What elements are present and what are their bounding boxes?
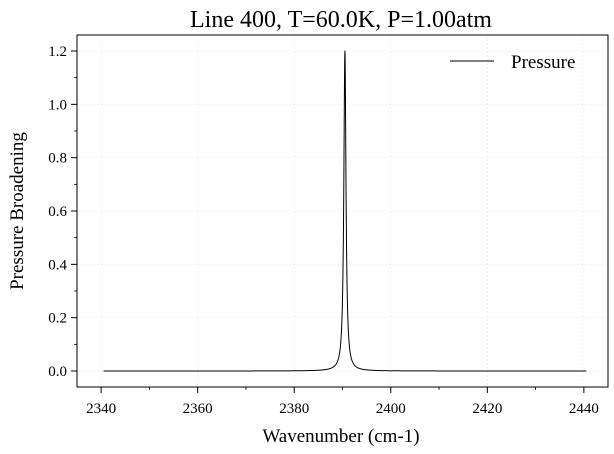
x-axis: 2340 2360 2380 2400 2420 2440 [86,387,599,417]
y-tick-label: 0.4 [48,257,67,273]
y-tick-label: 1.0 [48,97,67,113]
x-tick-label: 2400 [376,401,406,417]
x-tick-label: 2440 [569,401,599,417]
y-axis-label: Pressure Broadening [7,132,28,290]
x-tick-label: 2340 [86,401,116,417]
y-tick-label: 0.0 [48,364,67,380]
plot-area [103,50,587,372]
chart-title: Line 400, T=60.0K, P=1.00atm [190,7,492,33]
legend: Pressure [450,52,575,73]
grid [77,35,608,387]
x-tick-label: 2380 [279,401,309,417]
y-tick-label: 0.2 [48,311,67,327]
y-tick-label: 0.6 [48,204,67,220]
x-tick-label: 2420 [472,401,502,417]
legend-label-pressure: Pressure [511,52,575,73]
series-line-pressure [103,50,587,372]
x-axis-label: Wavenumber (cm-1) [262,426,419,447]
y-tick-label: 1.2 [48,44,67,60]
x-tick-label: 2360 [183,401,213,417]
y-tick-label: 0.8 [48,151,67,167]
y-axis: 0.0 0.2 0.4 0.6 0.8 1.0 1.2 [48,44,77,380]
